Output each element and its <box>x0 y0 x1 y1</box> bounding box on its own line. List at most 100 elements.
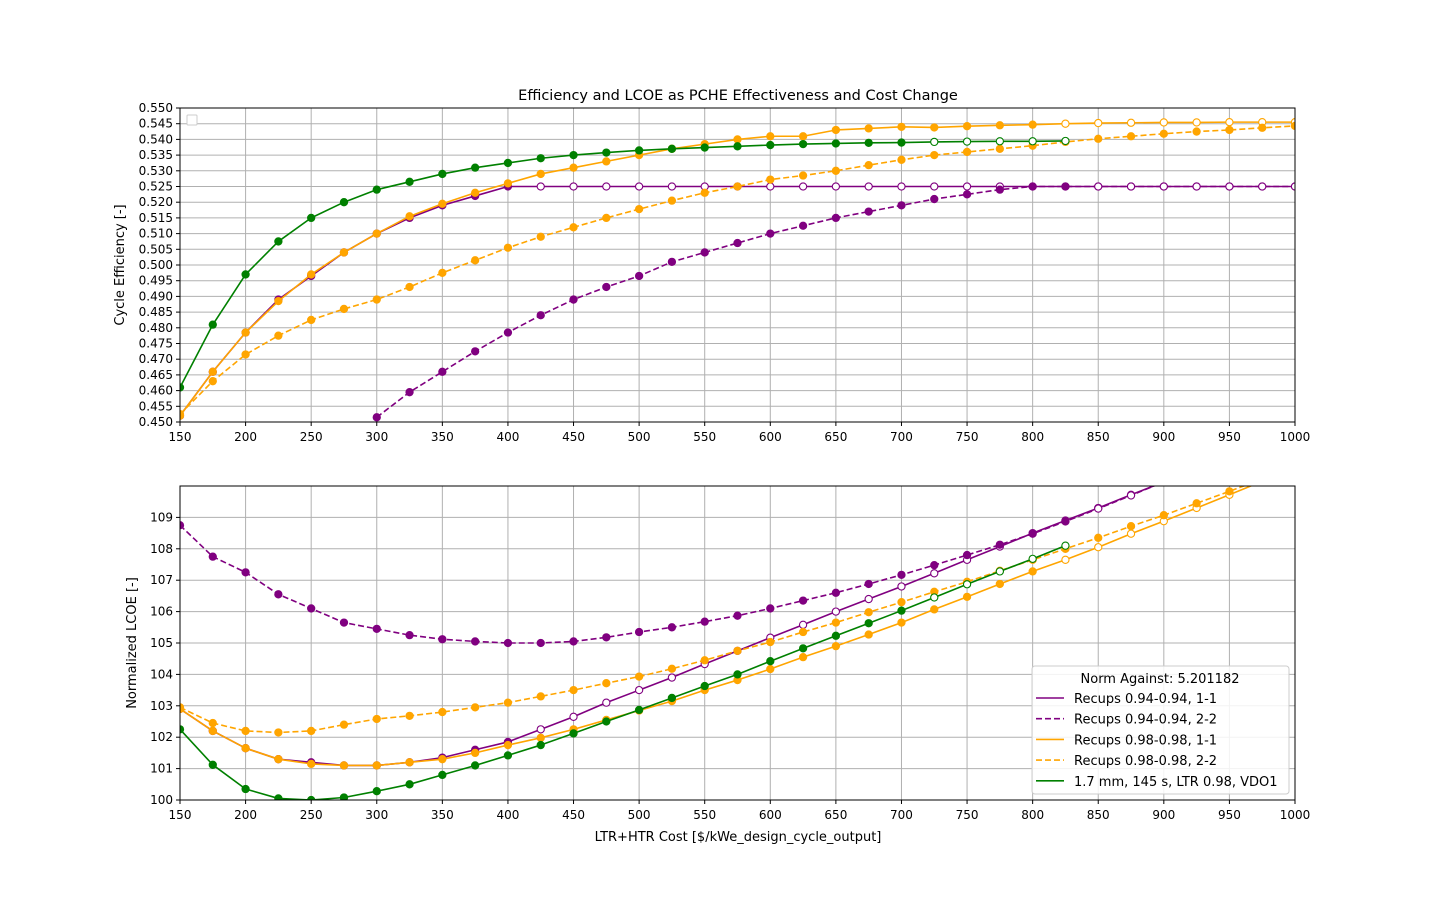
lcoe-x-tick-label: 400 <box>496 808 519 822</box>
efficiency-data-point <box>897 138 906 147</box>
efficiency-data-point <box>667 144 677 153</box>
lcoe-data-point <box>798 644 808 653</box>
efficiency-data-point <box>569 295 578 304</box>
lcoe-data-point <box>1225 487 1234 496</box>
efficiency-y-tick-label: 0.550 <box>139 101 173 115</box>
efficiency-data-point <box>1192 182 1201 191</box>
efficiency-x-ticks: 150 200 250 300 350 400 450 500 550 600 650 700 750 8… <box>169 422 1311 444</box>
legend-label-3: Recups 0.98-0.98, 2-2 <box>1074 754 1217 769</box>
efficiency-data-point <box>864 138 873 147</box>
efficiency-data-point <box>995 121 1004 130</box>
lcoe-data-point <box>962 550 972 560</box>
lcoe-y-tick-label: 102 <box>150 730 173 744</box>
lcoe-data-point <box>1094 504 1103 513</box>
efficiency-data-point <box>1192 127 1201 136</box>
lcoe-y-tick-label: 104 <box>150 667 173 681</box>
efficiency-data-point <box>831 213 841 223</box>
lcoe-x-tick-label: 900 <box>1152 808 1175 822</box>
lcoe-data-point <box>733 646 742 655</box>
legend-label-2: Recups 0.98-0.98, 1-1 <box>1074 733 1217 748</box>
efficiency-y-tick-label: 0.525 <box>139 180 173 194</box>
lcoe-data-point <box>241 744 250 753</box>
efficiency-y-tick-label: 0.505 <box>139 242 173 256</box>
lcoe-data-point <box>667 623 677 632</box>
lcoe-data-point <box>339 761 349 770</box>
lcoe-data-point <box>766 637 775 647</box>
lcoe-data-point <box>180 703 185 712</box>
lcoe-data-point <box>897 598 906 607</box>
legend-frame <box>1031 665 1290 795</box>
lcoe-data-point <box>602 698 611 707</box>
efficiency-data-point <box>307 213 316 223</box>
efficiency-data-point <box>536 182 545 191</box>
lcoe-data-point <box>180 725 185 734</box>
lcoe-x-tick-label: 300 <box>365 808 388 822</box>
efficiency-data-point <box>339 248 349 257</box>
efficiency-data-point <box>930 137 939 147</box>
lcoe-x-tick-label: 350 <box>431 808 454 822</box>
efficiency-data-point <box>831 125 841 135</box>
efficiency-data-point <box>634 271 644 281</box>
lcoe-data-point <box>339 618 349 627</box>
efficiency-data-point <box>438 367 447 376</box>
lcoe-x-tick-label: 800 <box>1021 808 1044 822</box>
efficiency-data-point <box>602 157 611 166</box>
efficiency-data-point <box>536 154 545 163</box>
efficiency-chart: Efficiency and LCOE as PCHE Effectivenes… <box>113 88 1310 444</box>
lcoe-data-point <box>241 784 250 794</box>
efficiency-data-point <box>733 238 742 248</box>
efficiency-data-point <box>1061 136 1070 146</box>
lcoe-y-axis-label: Normalized LCOE [-] <box>125 577 140 709</box>
efficiency-x-tick-label: 1000 <box>1280 430 1311 444</box>
efficiency-data-point <box>602 213 611 223</box>
legend-label-4: 1.7 mm, 145 s, LTR 0.98, VDO1 <box>1074 775 1278 790</box>
lcoe-data-point <box>798 627 808 637</box>
efficiency-data-point <box>602 182 611 191</box>
efficiency-data-point <box>405 282 414 292</box>
lcoe-x-axis-label: LTR+HTR Cost [$/kWe_design_cycle_output] <box>595 830 882 845</box>
lcoe-x-tick-label: 650 <box>824 808 847 822</box>
efficiency-data-point <box>962 147 972 157</box>
efficiency-data-point <box>995 144 1004 153</box>
efficiency-y-tick-label: 0.495 <box>139 274 173 288</box>
lcoe-data-point <box>208 726 217 736</box>
lcoe-data-point <box>733 670 742 679</box>
legend-items: Recups 0.94-0.94, 1-1 Recups 0.94-0.94, 2… <box>1036 692 1278 790</box>
efficiency-data-point <box>864 182 873 191</box>
lcoe-data-point <box>503 698 513 707</box>
efficiency-data-point <box>1061 119 1070 128</box>
efficiency-data-point <box>897 155 906 164</box>
efficiency-data-point <box>634 182 644 191</box>
efficiency-data-point <box>307 270 316 279</box>
efficiency-data-point <box>241 350 250 359</box>
lcoe-data-point <box>700 681 709 691</box>
efficiency-data-point <box>1159 118 1168 127</box>
lcoe-data-point <box>700 656 709 665</box>
lcoe-y-tick-label: 101 <box>150 762 173 776</box>
lcoe-x-tick-label: 850 <box>1087 808 1110 822</box>
efficiency-data-point <box>274 331 283 340</box>
efficiency-data-point <box>180 383 185 392</box>
efficiency-data-point <box>995 185 1004 194</box>
efficiency-data-point <box>503 179 513 188</box>
efficiency-data-point <box>634 146 644 155</box>
lcoe-x-ticks: 150 200 250 300 350 400 450 500 550 600 650 700 750 8… <box>169 800 1310 822</box>
lcoe-data-point <box>536 733 545 742</box>
efficiency-data-point <box>569 223 578 232</box>
lcoe-data-point <box>405 711 414 720</box>
efficiency-data-point <box>536 232 545 241</box>
lcoe-data-point <box>536 692 545 701</box>
efficiency-x-tick-label: 600 <box>759 430 782 444</box>
efficiency-data-point <box>536 169 545 179</box>
lcoe-data-point <box>634 672 644 681</box>
efficiency-data-point <box>1225 117 1234 127</box>
efficiency-series-line-3 <box>180 125 1295 415</box>
efficiency-data-point <box>798 171 808 180</box>
legend-label-1: Recups 0.94-0.94, 2-2 <box>1074 713 1217 728</box>
lcoe-data-point <box>962 592 972 601</box>
efficiency-data-point <box>962 190 972 199</box>
lcoe-data-point <box>1126 529 1136 538</box>
efficiency-data-point <box>1061 182 1070 191</box>
lcoe-data-point <box>798 652 808 662</box>
lcoe-data-point <box>864 619 873 628</box>
